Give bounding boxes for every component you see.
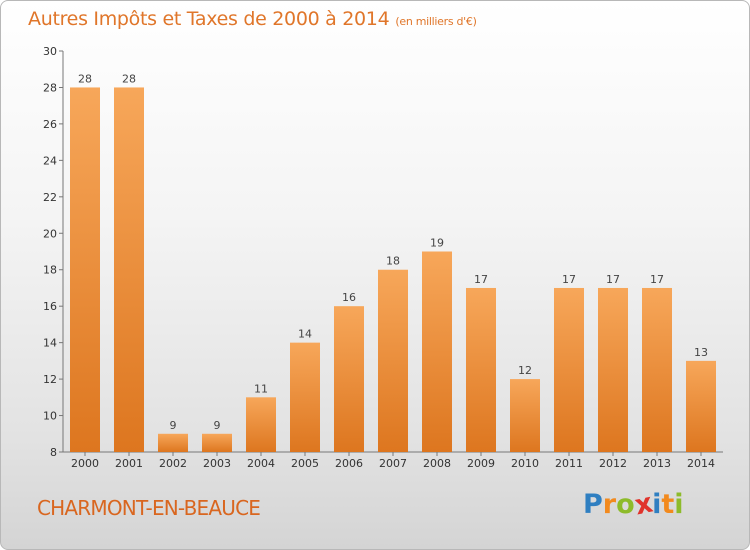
bar [554,287,584,452]
bar [290,342,320,452]
logo-letter: r [602,489,617,520]
y-tick-label: 20 [43,227,57,240]
data-label: 18 [386,255,400,268]
bar [466,287,496,452]
x-tick-label: 2006 [335,457,363,470]
data-label: 17 [474,273,488,286]
y-tick-label: 14 [43,337,57,350]
x-tick-label: 2005 [291,457,319,470]
y-tick-label: 24 [43,154,57,167]
x-tick-label: 2011 [555,457,583,470]
bar [378,269,408,452]
logo-letter: t [661,489,675,520]
y-tick-label: 16 [43,300,57,313]
x-tick-label: 2001 [115,457,143,470]
chart-unit: (en milliers d'€) [395,15,477,28]
data-label: 13 [694,346,708,359]
bar [334,306,364,452]
data-label: 12 [518,364,532,377]
data-label: 17 [562,273,576,286]
bar [510,379,540,452]
x-tick-label: 2007 [379,457,407,470]
logo-letter: i [674,489,684,520]
y-tick-label: 10 [43,410,57,423]
data-label: 28 [78,72,92,85]
y-tick-label: 12 [43,373,57,386]
x-tick-label: 2012 [599,457,627,470]
proxiti-logo[interactable]: Proxiti [583,488,684,522]
data-label: 14 [298,328,312,341]
data-label: 17 [650,273,664,286]
data-label: 11 [254,382,268,395]
logo-letter: i [652,489,662,520]
x-tick-label: 2014 [687,457,715,470]
data-label: 28 [122,72,136,85]
data-label: 9 [214,419,221,432]
y-tick-label: 18 [43,264,57,277]
x-tick-label: 2000 [71,457,99,470]
x-tick-label: 2008 [423,457,451,470]
x-tick-label: 2013 [643,457,671,470]
x-tick-label: 2004 [247,457,275,470]
bar [598,287,628,452]
y-tick-label: 22 [43,191,57,204]
y-tick-label: 30 [43,45,57,58]
x-tick-label: 2009 [467,457,495,470]
chart-title: Autres Impôts et Taxes de 2000 à 2014 (en… [28,8,477,30]
y-tick-label: 8 [50,446,57,459]
bar [422,251,452,452]
bar [114,87,144,453]
data-label: 17 [606,273,620,286]
bar [246,397,276,452]
y-tick-label: 28 [43,81,57,94]
data-label: 19 [430,237,444,250]
bar [158,433,188,452]
bar [70,87,100,453]
logo-letter: o [616,489,635,520]
x-tick-label: 2003 [203,457,231,470]
x-tick-label: 2010 [511,457,539,470]
y-tick-label: 26 [43,118,57,131]
data-label: 9 [170,419,177,432]
bar [686,360,716,452]
chart-title-text: Autres Impôts et Taxes de 2000 à 2014 [28,8,390,30]
data-label: 16 [342,291,356,304]
logo-letter: P [583,489,603,520]
city-name: CHARMONT-EN-BEAUCE [37,496,261,520]
x-tick-label: 2002 [159,457,187,470]
bar [642,287,672,452]
bar [202,433,232,452]
